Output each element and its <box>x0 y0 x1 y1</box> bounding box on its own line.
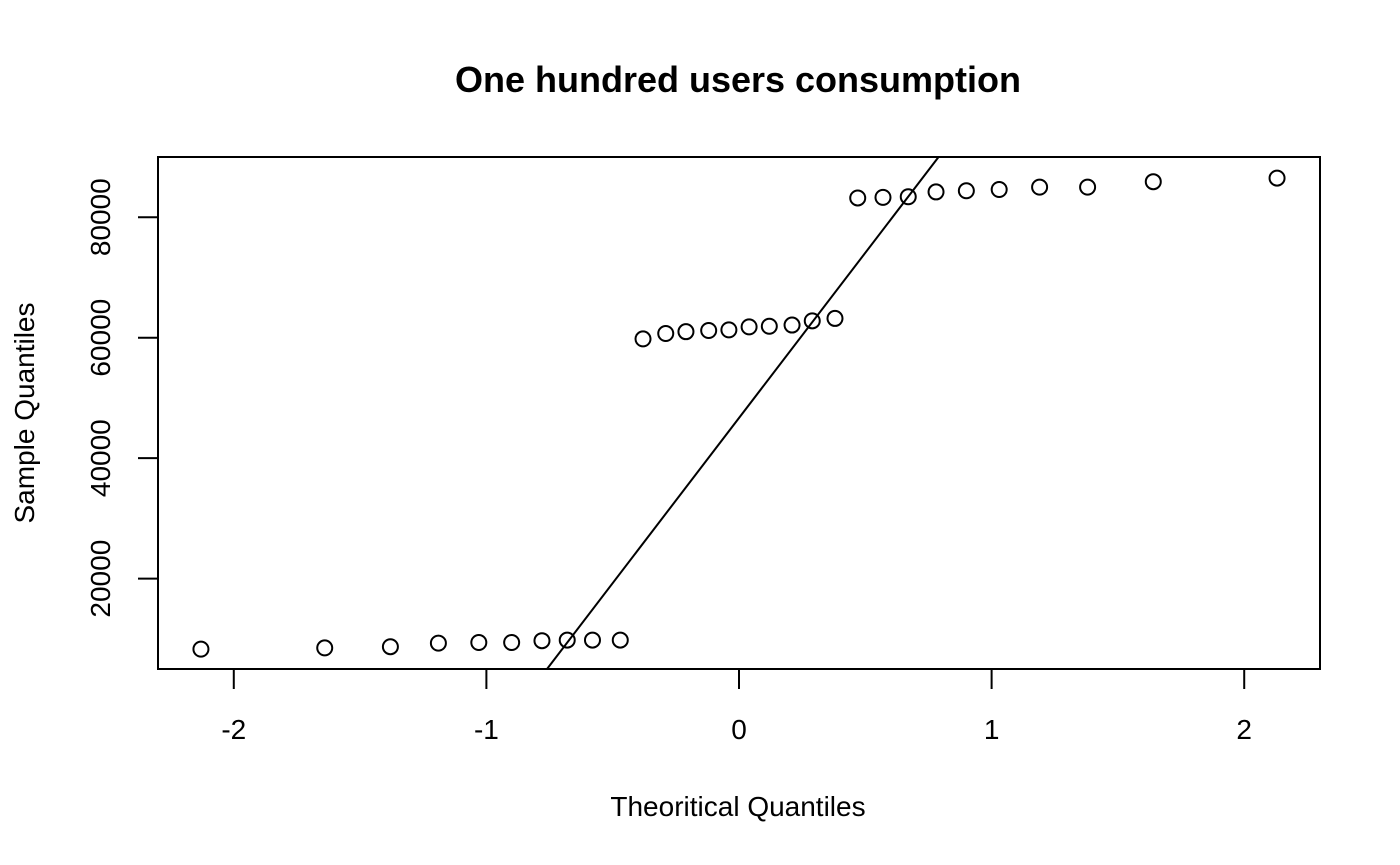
data-point <box>381 638 399 656</box>
x-tick-label: 2 <box>1236 714 1252 745</box>
data-point <box>899 188 917 206</box>
y-tick-label: 20000 <box>85 540 116 618</box>
x-tick-label: -1 <box>474 714 499 745</box>
y-tick-label: 60000 <box>85 299 116 377</box>
data-point <box>1079 178 1097 196</box>
data-point <box>677 323 695 341</box>
data-point <box>990 181 1008 199</box>
data-point <box>849 189 867 207</box>
y-axis-label: Sample Quantiles <box>9 302 40 523</box>
data-point <box>803 312 821 330</box>
data-point <box>429 634 447 652</box>
x-tick-label: 1 <box>984 714 1000 745</box>
data-point <box>760 317 778 335</box>
data-point <box>783 316 801 334</box>
x-tick-label: 0 <box>731 714 747 745</box>
chart-title: One hundred users consumption <box>455 59 1021 100</box>
data-point <box>700 321 718 339</box>
data-point <box>1144 173 1162 191</box>
data-point <box>558 631 576 649</box>
data-point <box>1031 178 1049 196</box>
reference-line <box>546 156 940 670</box>
data-point <box>634 330 652 348</box>
y-tick-label: 80000 <box>85 178 116 256</box>
plot-frame <box>157 156 1321 670</box>
points-layer <box>192 169 1286 658</box>
data-point <box>192 640 210 658</box>
y-axis: 20000 40000 60000 80000 <box>85 178 158 618</box>
data-point <box>611 631 629 649</box>
data-point <box>874 188 892 206</box>
data-point <box>316 639 334 657</box>
data-point <box>503 633 521 651</box>
data-point <box>583 631 601 649</box>
data-point <box>1268 169 1286 187</box>
data-point <box>470 633 488 651</box>
reference-line-layer <box>546 156 940 670</box>
data-point <box>957 182 975 200</box>
data-point <box>927 183 945 201</box>
data-point <box>826 309 844 327</box>
data-point <box>533 632 551 650</box>
data-point <box>740 318 758 336</box>
x-axis-label: Theoritical Quantiles <box>610 791 865 822</box>
data-point <box>720 321 738 339</box>
data-point <box>657 324 675 342</box>
x-axis: -2 -1 0 1 2 <box>221 669 1252 745</box>
y-tick-label: 40000 <box>85 419 116 497</box>
x-tick-label: -2 <box>221 714 246 745</box>
